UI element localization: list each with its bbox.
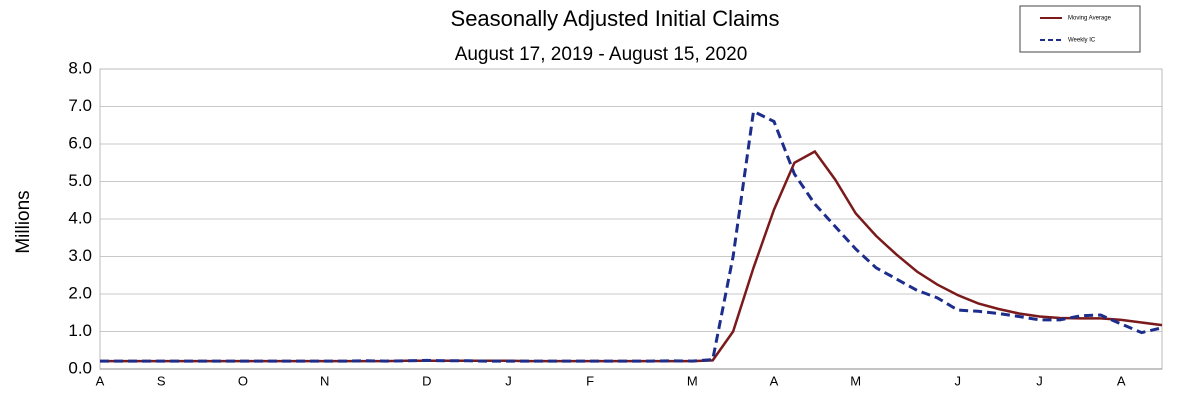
series-line xyxy=(100,109,1163,363)
y-tick-label: 1.0 xyxy=(68,321,92,340)
x-tick-label: S xyxy=(157,373,166,388)
x-tick-label: O xyxy=(238,373,248,388)
x-tick-label: D xyxy=(422,373,431,388)
x-tick-label: J xyxy=(505,373,512,388)
y-tick-label: 0.0 xyxy=(68,358,92,377)
y-axis-label: Millions xyxy=(13,190,34,253)
x-tick-label: J xyxy=(955,373,962,388)
y-tick-label: 5.0 xyxy=(68,171,92,190)
x-tick-label: M xyxy=(687,373,698,388)
y-tick-label: 7.0 xyxy=(68,96,92,115)
legend-label: Moving Average xyxy=(1068,16,1112,22)
y-tick-label: 6.0 xyxy=(68,133,92,152)
y-tick-label: 2.0 xyxy=(68,283,92,302)
x-tick-label: M xyxy=(850,373,861,388)
chart-subtitle: August 17, 2019 - August 15, 2020 xyxy=(455,44,748,65)
y-tick-label: 3.0 xyxy=(68,246,92,265)
x-tick-label: N xyxy=(320,373,329,388)
y-tick-label: 8.0 xyxy=(68,58,92,77)
legend-label: Weekly IC xyxy=(1068,38,1096,44)
x-tick-label: A xyxy=(96,373,105,388)
x-tick-label: J xyxy=(1036,373,1043,388)
y-tick-label: 4.0 xyxy=(68,208,92,227)
x-tick-label: A xyxy=(770,373,779,388)
legend-box xyxy=(1019,5,1141,53)
x-tick-label: A xyxy=(1117,373,1126,388)
x-tick-label: F xyxy=(586,373,594,388)
chart-title: Seasonally Adjusted Initial Claims xyxy=(451,6,780,31)
